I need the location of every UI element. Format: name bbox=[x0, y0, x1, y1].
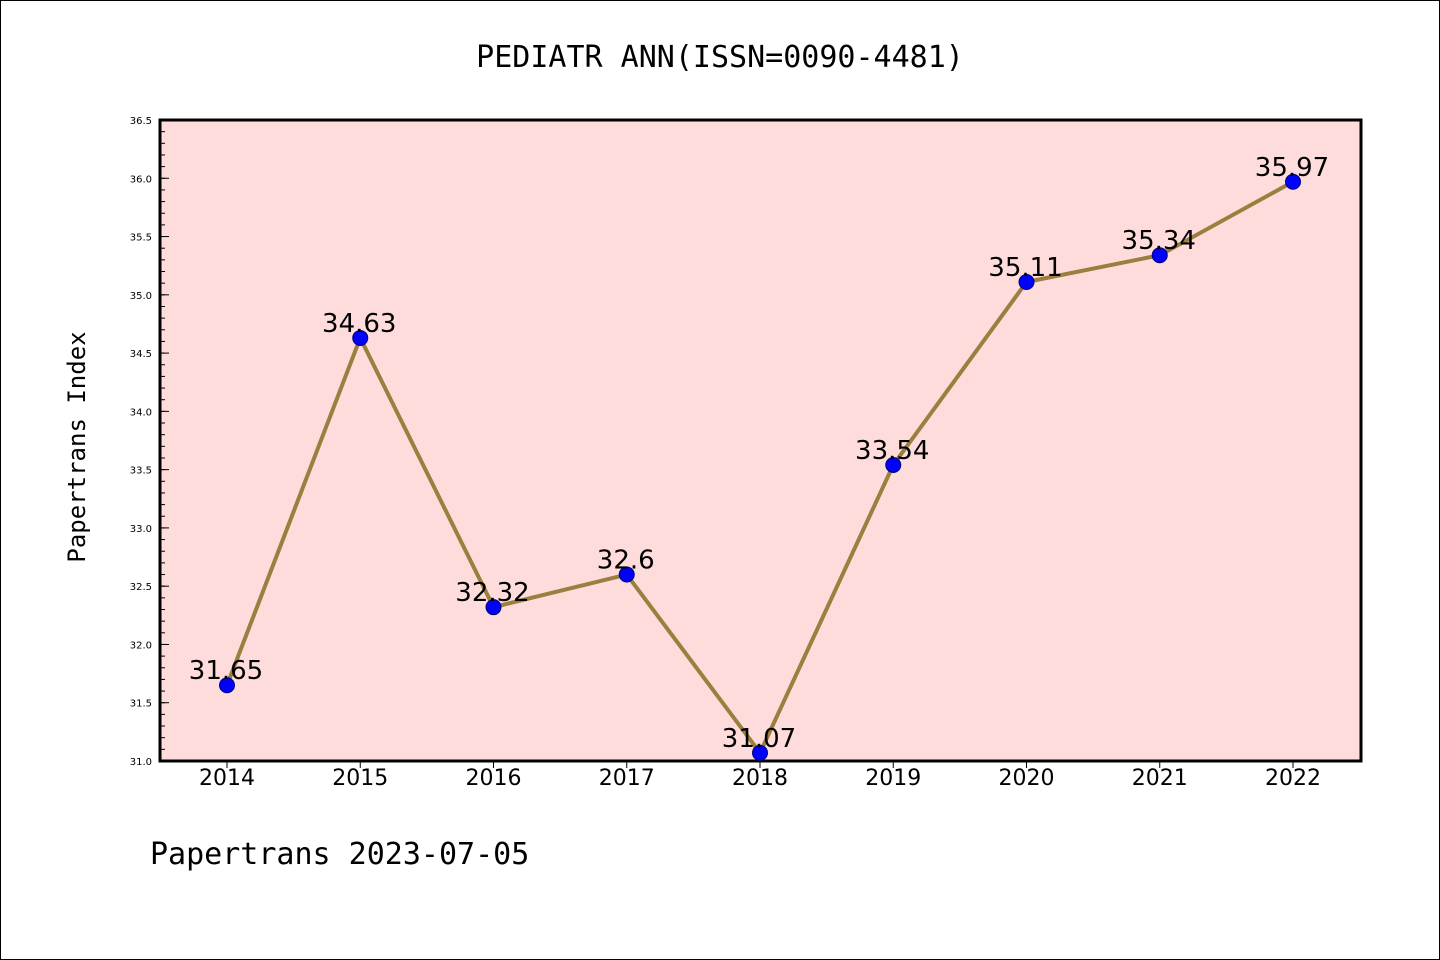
plot-area bbox=[158, 118, 1363, 763]
x-tick-label: 2015 bbox=[332, 766, 388, 791]
x-tick-label: 2020 bbox=[999, 766, 1055, 791]
series-papertrans-index bbox=[219, 173, 1301, 761]
data-label: 31.65 bbox=[189, 656, 263, 686]
data-point bbox=[1151, 247, 1168, 264]
y-tick-label: 34.5 bbox=[130, 349, 152, 360]
y-tick-label: 36.5 bbox=[130, 116, 152, 127]
data-point bbox=[752, 744, 768, 761]
x-tick-label: 2018 bbox=[732, 766, 788, 791]
x-tick-label: 2022 bbox=[1265, 766, 1321, 791]
chart-title: PEDIATR ANN(ISSN=0090-4481) bbox=[476, 40, 964, 75]
x-tick-label: 2021 bbox=[1132, 766, 1188, 791]
y-tick-label: 35.5 bbox=[130, 233, 152, 244]
data-point bbox=[885, 456, 902, 473]
y-tick-label: 32.0 bbox=[130, 640, 152, 651]
y-tick-label: 32.5 bbox=[130, 582, 152, 593]
data-label: 35.34 bbox=[1122, 226, 1196, 256]
data-point bbox=[1018, 273, 1035, 290]
data-point bbox=[352, 329, 369, 346]
y-tick-label: 36.0 bbox=[130, 174, 152, 185]
y-axis: 31.0 31.5 32.0 32.5 33.0 33.5 34.0 34.5 35.0 35.5… bbox=[130, 116, 169, 768]
footer-date: Papertrans 2023-07-05 bbox=[150, 837, 529, 872]
data-labels: 31.65 34.63 32.32 32.6 31.07 33.54 35.11 35.34 3… bbox=[189, 153, 1329, 754]
data-point bbox=[485, 599, 502, 616]
data-point bbox=[219, 677, 235, 694]
y-tick-label: 31.0 bbox=[130, 757, 152, 768]
x-axis: 2014 2015 2016 2017 2018 2019 2020 2021 2022 bbox=[199, 761, 1321, 791]
data-label: 35.97 bbox=[1255, 153, 1329, 183]
data-point bbox=[618, 566, 635, 583]
y-tick-label: 33.0 bbox=[130, 524, 152, 535]
data-label: 33.54 bbox=[855, 436, 929, 466]
y-tick-label: 33.5 bbox=[130, 466, 152, 477]
x-tick-label: 2017 bbox=[599, 766, 655, 791]
data-label: 31.07 bbox=[722, 724, 796, 754]
x-tick-label: 2016 bbox=[466, 766, 522, 791]
x-tick-label: 2014 bbox=[199, 766, 255, 791]
data-label: 35.11 bbox=[988, 253, 1062, 283]
y-tick-label: 31.5 bbox=[130, 699, 152, 710]
data-label: 32.6 bbox=[597, 546, 655, 576]
x-tick-label: 2019 bbox=[865, 766, 921, 791]
data-point bbox=[1285, 173, 1301, 190]
data-label: 32.32 bbox=[455, 578, 529, 608]
data-label: 34.63 bbox=[322, 309, 396, 339]
y-tick-label: 34.0 bbox=[130, 407, 152, 418]
y-tick-label: 35.0 bbox=[130, 291, 152, 302]
y-axis-label: Papertrans Index bbox=[63, 331, 91, 562]
